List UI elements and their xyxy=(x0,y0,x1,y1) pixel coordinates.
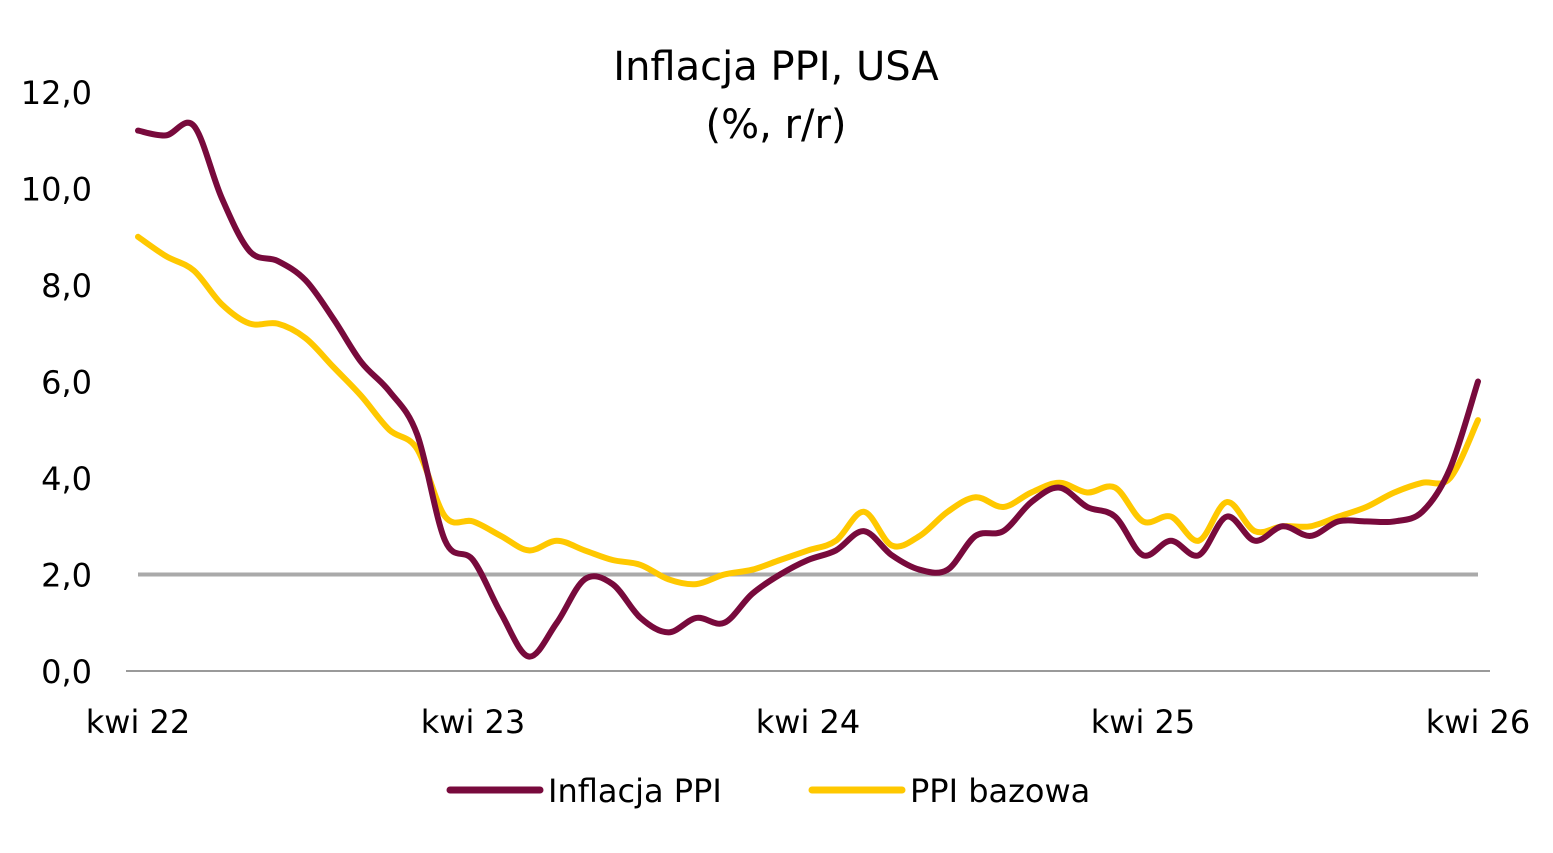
series-line-inflacja-ppi xyxy=(135,119,1481,660)
chart-title-line-2: (%, r/r) xyxy=(705,102,846,148)
x-tick-label: kwi 26 xyxy=(1426,703,1530,741)
y-tick-label: 6,0 xyxy=(41,364,92,402)
x-tick-label: kwi 23 xyxy=(421,703,525,741)
y-axis-tick-labels: 0,0 2,0 4,0 6,0 8,0 10,0 12,0 xyxy=(21,74,92,691)
legend: Inflacja PPI PPI bazowa xyxy=(446,772,1090,810)
series-lines xyxy=(135,119,1481,660)
x-tick-label: kwi 22 xyxy=(86,703,190,741)
y-tick-label: 10,0 xyxy=(21,171,92,209)
y-tick-label: 12,0 xyxy=(21,74,92,112)
x-tick-label: kwi 24 xyxy=(756,703,860,741)
y-tick-label: 0,0 xyxy=(41,653,92,691)
legend-label-inflacja-ppi: Inflacja PPI xyxy=(548,772,722,810)
chart-title: Inflacja PPI, USA (%, r/r) xyxy=(613,44,939,148)
y-tick-label: 4,0 xyxy=(41,460,92,498)
chart-title-line-1: Inflacja PPI, USA xyxy=(613,44,939,90)
x-tick-label: kwi 25 xyxy=(1091,703,1195,741)
y-tick-label: 2,0 xyxy=(41,557,92,595)
x-axis-tick-labels: kwi 22 kwi 23 kwi 24 kwi 25 kwi 26 xyxy=(86,703,1530,741)
legend-label-ppi-bazowa: PPI bazowa xyxy=(910,772,1090,810)
y-tick-label: 8,0 xyxy=(41,267,92,305)
series-line-ppi-bazowa xyxy=(135,233,1481,588)
